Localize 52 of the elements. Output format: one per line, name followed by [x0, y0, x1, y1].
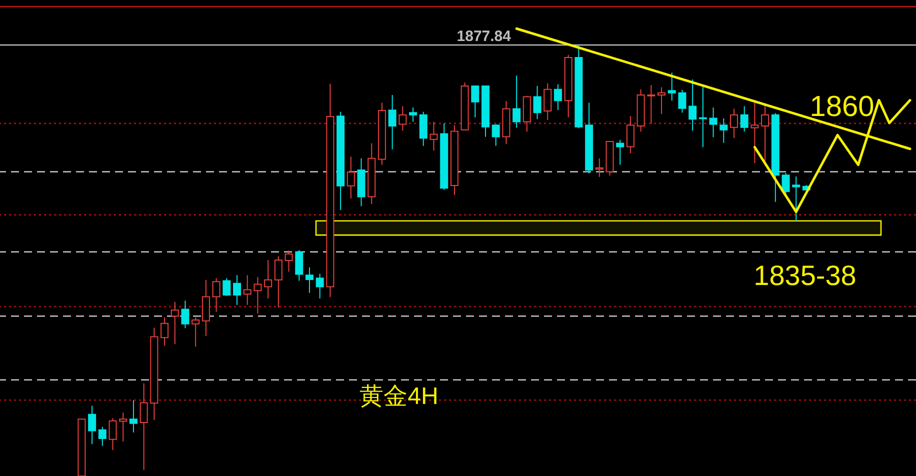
candlestick — [316, 273, 324, 299]
candlestick — [688, 78, 697, 132]
candlestick — [181, 300, 190, 329]
candlestick — [160, 316, 169, 346]
candlestick — [274, 256, 282, 308]
candlestick — [295, 250, 304, 282]
candlestick — [430, 121, 438, 152]
candlestick — [658, 86, 666, 114]
candlestick — [492, 124, 500, 146]
candlestick — [512, 75, 521, 128]
candlestick — [233, 274, 242, 306]
candlestick — [212, 278, 220, 312]
candlestick — [678, 89, 686, 114]
candlestick — [222, 278, 231, 296]
candlestick — [284, 250, 293, 272]
candlestick — [533, 85, 542, 120]
candlestick — [409, 106, 418, 122]
candlestick — [709, 106, 718, 138]
candlestick — [98, 426, 106, 446]
candlestick — [108, 418, 117, 451]
candlestick — [346, 156, 355, 199]
candlestick — [388, 94, 396, 150]
candlestick — [647, 84, 656, 124]
candlestick — [616, 139, 624, 166]
candlestick — [254, 276, 262, 314]
candlestick — [398, 106, 407, 132]
candlestick — [129, 400, 138, 433]
candlestick — [243, 274, 252, 306]
candlestick — [544, 82, 552, 120]
candlestick — [720, 118, 728, 144]
candlestick — [305, 266, 314, 294]
annotation: 1877.84 — [456, 28, 512, 45]
candlestick — [740, 106, 748, 132]
candlestick — [264, 260, 272, 299]
candlestick — [761, 102, 770, 162]
candlestick — [595, 158, 604, 178]
band-label: 1835-38 — [754, 260, 856, 292]
candlestick — [119, 412, 128, 442]
candlestick — [88, 405, 96, 445]
candlestick — [419, 111, 428, 146]
candlestick — [792, 176, 800, 222]
candlestick — [170, 301, 179, 345]
candlestick — [471, 85, 480, 118]
candlestick — [192, 316, 200, 348]
candlestick — [750, 102, 759, 164]
candlestick — [626, 116, 634, 154]
candlestick — [554, 84, 562, 111]
candlestick — [730, 108, 738, 139]
candlestick — [140, 382, 148, 470]
candlestick — [668, 72, 676, 102]
text: 黄金4H — [360, 383, 438, 410]
annotation: 1860 — [810, 91, 874, 123]
